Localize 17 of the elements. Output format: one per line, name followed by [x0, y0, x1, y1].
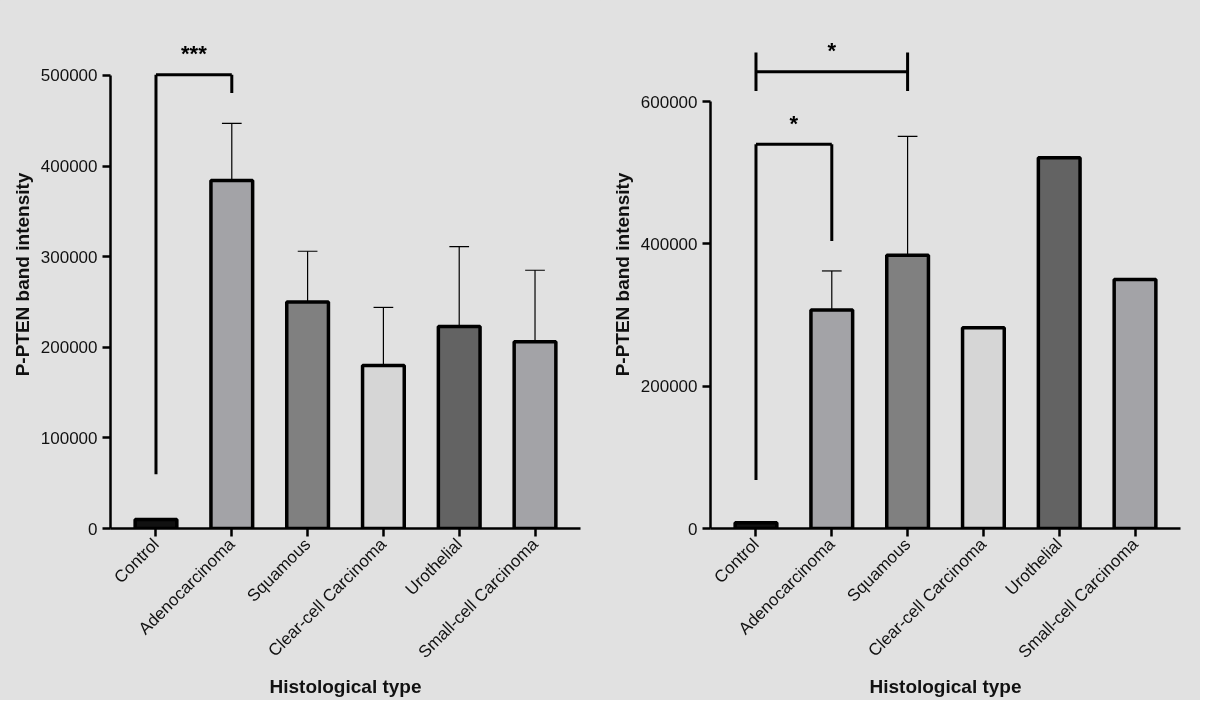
- y-tick-label: 100000: [40, 428, 98, 448]
- y-tick-label: 0: [688, 519, 698, 539]
- y-tick-label: 400000: [640, 234, 698, 254]
- x-axis-title: Histological type: [269, 676, 422, 698]
- y-tick-label: 600000: [640, 92, 698, 112]
- text: ***: [181, 40, 208, 66]
- text: *: [827, 38, 837, 64]
- y-axis-title: P-PTEN band intensity: [611, 172, 633, 377]
- y-tick-label: 500000: [40, 66, 98, 86]
- y-tick-label: 200000: [40, 338, 98, 358]
- y-tick-label: 0: [88, 519, 98, 539]
- x-axis-title: Histological type: [869, 676, 1022, 698]
- y-tick-label: 200000: [640, 377, 698, 397]
- annotation: *: [789, 110, 799, 136]
- y-tick-label: 400000: [40, 157, 98, 177]
- y-axis-title: P-PTEN band intensity: [11, 172, 33, 377]
- y-tick-label: 300000: [40, 247, 98, 267]
